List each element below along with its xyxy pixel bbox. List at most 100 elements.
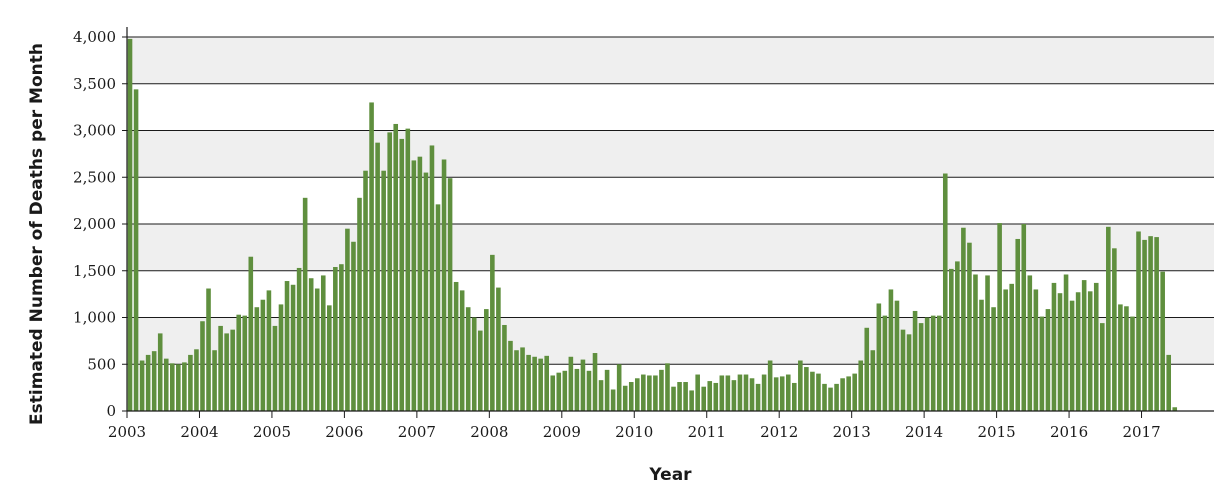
bar — [375, 142, 380, 411]
bar — [677, 382, 682, 411]
bar — [405, 128, 411, 411]
bar — [616, 364, 622, 411]
plot-bands — [127, 37, 1214, 365]
bar — [1142, 239, 1147, 411]
bar — [846, 376, 851, 411]
bars — [127, 38, 1178, 412]
bar — [532, 356, 537, 411]
x-tick-label: 2011 — [688, 423, 726, 441]
bar — [514, 350, 519, 411]
bar — [707, 381, 713, 411]
bar — [441, 159, 447, 411]
x-tick-label: 2004 — [180, 423, 218, 441]
bar — [284, 281, 290, 411]
bar — [961, 227, 966, 411]
bar — [1172, 407, 1178, 411]
bar — [333, 267, 338, 411]
bar — [562, 370, 568, 411]
bar — [296, 267, 302, 411]
bar — [550, 375, 556, 411]
bar — [496, 287, 501, 411]
bar — [979, 299, 984, 411]
bar — [1003, 289, 1008, 411]
bar — [212, 350, 217, 411]
bar — [1166, 354, 1172, 411]
bar — [1045, 309, 1051, 411]
bar — [1063, 274, 1069, 411]
bar — [163, 358, 169, 411]
bar — [628, 382, 634, 411]
x-tick-labels: 2003 2004 2005 2006 2007 2008 2009 2010 2011 2012… — [108, 423, 1161, 441]
bar — [659, 369, 664, 411]
bar — [127, 38, 133, 412]
bar — [1093, 282, 1099, 411]
x-tick-label: 2016 — [1050, 423, 1088, 441]
bar — [834, 383, 839, 411]
bar — [924, 317, 930, 411]
x-tick-label: 2010 — [615, 423, 653, 441]
bar — [574, 368, 580, 411]
y-tick-labels: 0 500 1,000 1,500 2,000 2,500 3,000 3,500 4,000 — [73, 28, 116, 420]
bar — [731, 380, 737, 411]
bar — [194, 349, 199, 411]
bar — [918, 323, 924, 411]
bar — [864, 327, 870, 411]
bar — [302, 197, 308, 411]
bar — [749, 378, 755, 411]
grid-band — [127, 130, 1214, 178]
bar — [339, 264, 344, 411]
bar — [828, 387, 833, 411]
bar — [290, 284, 296, 411]
bar — [1039, 316, 1045, 411]
bar — [242, 315, 248, 411]
bar — [586, 370, 592, 411]
bar — [169, 363, 175, 411]
bar — [182, 362, 187, 411]
bar — [429, 145, 435, 411]
y-tick-label: 2,500 — [73, 168, 116, 186]
bar — [955, 261, 960, 411]
bar — [641, 374, 646, 411]
bar — [526, 354, 531, 411]
bar — [206, 288, 211, 411]
x-tick-label: 2009 — [543, 423, 581, 441]
bar — [906, 334, 912, 411]
bar — [930, 315, 936, 411]
bar — [804, 367, 809, 411]
x-tick-label: 2007 — [398, 423, 436, 441]
bar — [949, 268, 954, 411]
bar — [997, 223, 1002, 411]
bar — [785, 374, 791, 411]
bar — [151, 351, 157, 411]
bar — [743, 374, 749, 411]
bar — [936, 315, 942, 411]
x-tick-label: 2015 — [978, 423, 1016, 441]
bar — [870, 350, 876, 411]
bar — [858, 360, 864, 411]
bar — [471, 317, 477, 411]
bar — [671, 386, 676, 411]
bar — [840, 378, 845, 411]
bar — [985, 275, 990, 411]
bar — [713, 382, 719, 411]
bar — [695, 374, 700, 411]
bar — [308, 278, 314, 411]
y-axis-title: Estimated Number of Deaths per Month — [27, 43, 47, 425]
y-tick-label: 1,000 — [73, 309, 116, 327]
bar — [580, 359, 586, 411]
bar — [133, 89, 139, 412]
gridlines — [127, 36, 1214, 365]
bar — [1148, 236, 1153, 411]
bar — [218, 325, 223, 411]
bar — [230, 329, 235, 411]
bar — [435, 204, 441, 411]
bar — [792, 382, 797, 411]
bar — [876, 303, 882, 411]
bar — [1069, 300, 1075, 411]
x-tick-label: 2003 — [108, 423, 146, 441]
bar — [278, 304, 284, 411]
bar — [701, 386, 707, 411]
bar — [1081, 280, 1087, 411]
bar — [423, 172, 429, 411]
bar — [1118, 304, 1123, 411]
